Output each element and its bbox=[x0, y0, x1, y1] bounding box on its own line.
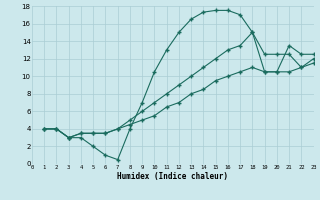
X-axis label: Humidex (Indice chaleur): Humidex (Indice chaleur) bbox=[117, 172, 228, 181]
